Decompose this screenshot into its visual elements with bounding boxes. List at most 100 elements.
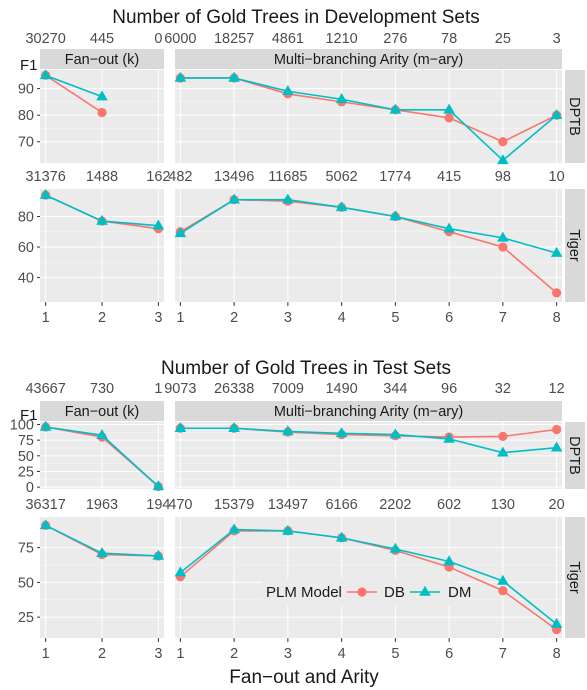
gold-tree-count-label: 3 <box>553 31 561 47</box>
x-tick-label: 2 <box>230 646 238 662</box>
gold-tree-count-label: 31376 <box>25 169 65 185</box>
gold-tree-count-label: 4861 <box>272 31 304 47</box>
point-dm <box>96 428 108 439</box>
x-tick-label: 5 <box>391 646 399 662</box>
point-dm <box>443 103 455 114</box>
gold-tree-count-label: 2202 <box>379 497 411 513</box>
gold-tree-count-label: 18257 <box>214 31 254 47</box>
point-dm <box>335 93 348 104</box>
y-tick-label: 40 <box>18 271 34 287</box>
point-db <box>498 242 508 252</box>
gold-tree-count-label: 1210 <box>325 31 357 47</box>
point-dm <box>96 546 108 557</box>
point-dm <box>443 432 455 443</box>
point-dm <box>174 566 187 577</box>
gold-tree-count-label: 1 <box>154 381 162 397</box>
gold-tree-count-label: 1963 <box>86 497 118 513</box>
row-strip-label: DPTB <box>566 436 582 475</box>
y-tick-label: 25 <box>18 464 34 480</box>
gold-tree-count-label: 276 <box>383 31 407 47</box>
x-tick-label: 6 <box>445 646 453 662</box>
x-tick-label: 1 <box>176 310 184 326</box>
gold-tree-count-label: 36317 <box>25 497 65 513</box>
point-dm <box>152 480 165 491</box>
gold-tree-count-label: 98 <box>495 169 511 185</box>
x-tick-label: 1 <box>176 646 184 662</box>
y-axis-title-f1: F1 <box>20 407 38 424</box>
point-dm <box>152 219 165 230</box>
point-dm <box>174 227 187 238</box>
gold-tree-count-label: 25 <box>495 31 511 47</box>
x-tick-label: 1 <box>42 646 50 662</box>
gold-tree-count-label: 602 <box>437 497 461 513</box>
series-line-dm <box>180 77 558 162</box>
point-dm <box>282 524 294 535</box>
row-strip <box>565 189 585 302</box>
point-dm <box>389 210 402 221</box>
x-tick-label: 2 <box>98 646 106 662</box>
point-dm <box>389 428 402 439</box>
row-strip <box>565 517 585 638</box>
gold-tree-count-label: 7009 <box>272 381 304 397</box>
x-tick-label: 2 <box>230 310 238 326</box>
gold-tree-count-label: 10 <box>549 169 565 185</box>
point-dm <box>152 549 165 560</box>
point-dm <box>335 427 348 438</box>
series-line-db <box>45 74 103 114</box>
gold-tree-count-label: 5062 <box>325 169 357 185</box>
point-dm <box>282 85 294 96</box>
gold-tree-count-label: 11685 <box>268 169 307 185</box>
x-tick-label: 8 <box>553 646 561 662</box>
legend-label-db: DB <box>384 584 405 601</box>
row-strip-label: Tiger <box>566 229 582 262</box>
x-tick-label: 3 <box>154 646 162 662</box>
point-dm <box>282 425 294 436</box>
gold-tree-count-label: 9073 <box>164 381 196 397</box>
x-tick-label: 7 <box>499 646 507 662</box>
x-tick-label: 4 <box>338 310 346 326</box>
gold-tree-count-label: 30270 <box>25 31 65 47</box>
gold-tree-count-label: 1490 <box>325 381 357 397</box>
gold-tree-count-label: 13497 <box>268 497 308 513</box>
point-dm <box>282 193 294 204</box>
x-tick-label: 3 <box>284 646 292 662</box>
point-db <box>97 107 107 118</box>
gold-tree-count-label: 0 <box>154 31 162 47</box>
point-dm <box>335 201 348 212</box>
point-db <box>552 288 562 298</box>
gold-tree-count-label: 15379 <box>214 497 254 513</box>
x-tick-label: 3 <box>154 310 162 326</box>
point-db <box>498 431 508 442</box>
y-tick-label: 70 <box>18 135 34 151</box>
point-dm <box>550 246 563 257</box>
x-tick-label: 2 <box>98 310 106 326</box>
y-tick-label: 50 <box>18 575 34 591</box>
point-dm <box>39 69 52 80</box>
facet-strip <box>175 49 562 69</box>
gold-tree-count-label: 1774 <box>379 169 411 185</box>
legend-title: PLM Model <box>266 584 342 601</box>
gold-tree-count-label: 470 <box>168 497 192 513</box>
point-dm <box>389 542 402 553</box>
y-tick-label: 80 <box>18 209 34 225</box>
point-dm <box>174 422 187 433</box>
point-db <box>498 586 508 596</box>
facet-strip-label: Multi−branching Arity (m−ary) <box>274 52 463 68</box>
panel-background <box>175 70 562 163</box>
point-dm <box>389 103 402 114</box>
point-dm <box>550 108 563 119</box>
legend-key-dm <box>419 585 431 596</box>
gold-tree-count-label: 78 <box>441 31 457 47</box>
y-tick-label: 90 <box>18 82 34 98</box>
point-dm <box>443 555 455 566</box>
gold-tree-count-label: 730 <box>90 381 114 397</box>
row-strip <box>565 70 585 163</box>
chart-title-test: Number of Gold Trees in Test Sets <box>161 358 451 379</box>
point-dm <box>96 90 108 101</box>
series-line-dm <box>45 74 103 98</box>
gold-tree-count-label: 6166 <box>325 497 357 513</box>
point-dm <box>497 574 509 585</box>
gold-tree-count-label: 26338 <box>214 381 254 397</box>
